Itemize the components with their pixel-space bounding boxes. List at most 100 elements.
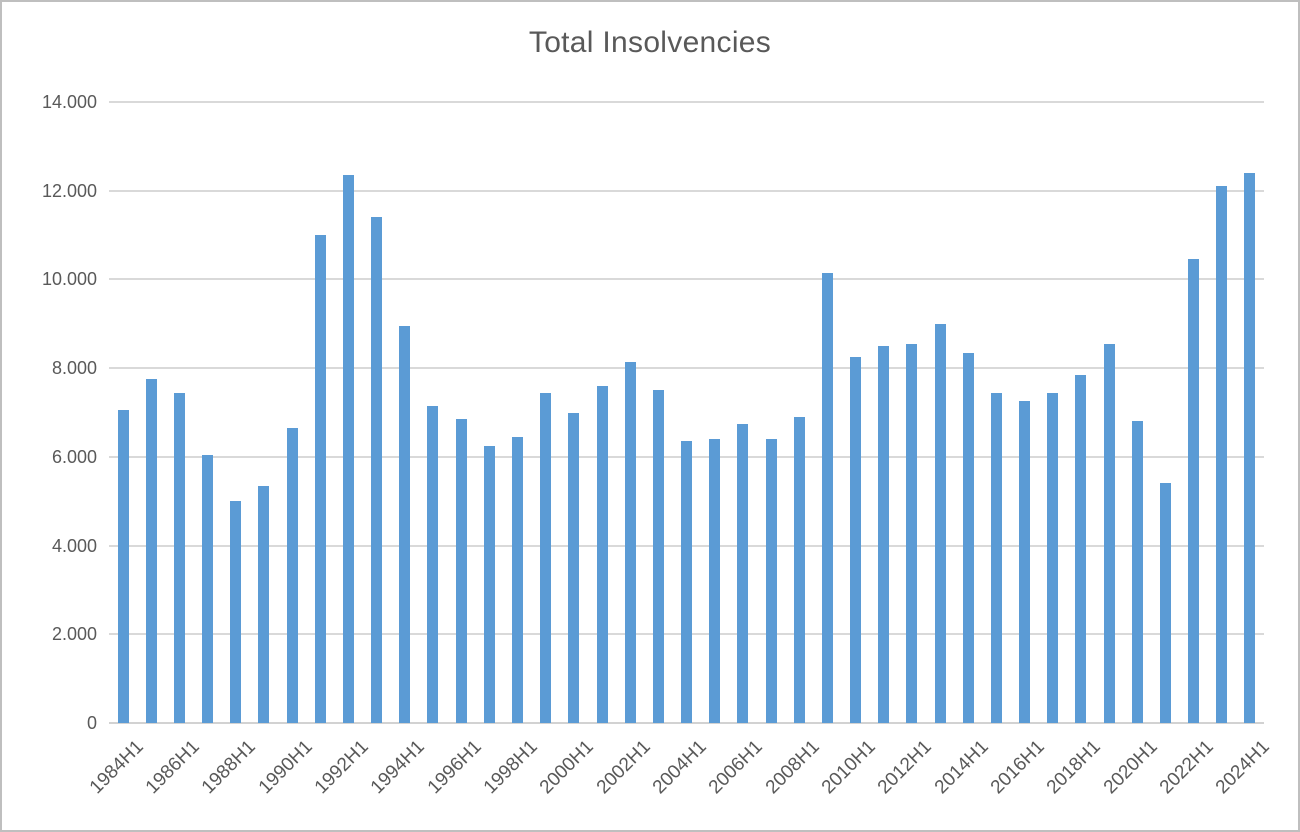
x-tick-label: 1994H1 xyxy=(367,736,429,799)
x-tick-label: 2022H1 xyxy=(1155,736,1218,799)
x-tick-label: 2014H1 xyxy=(930,736,993,799)
bar-cell xyxy=(644,102,672,723)
x-tick-label: 1992H1 xyxy=(310,736,373,799)
bar-cell xyxy=(475,102,503,723)
bar-2013H1 xyxy=(934,323,946,723)
bar-cell xyxy=(701,102,729,723)
plot-area xyxy=(109,101,1264,724)
bar-1987H1 xyxy=(202,454,214,723)
bar-2009H1 xyxy=(821,272,833,723)
bar-cell xyxy=(447,102,475,723)
bar-cell xyxy=(813,102,841,723)
bar-cell xyxy=(1067,102,1095,723)
bar-cell xyxy=(137,102,165,723)
bar-series xyxy=(109,102,1264,723)
bar-1993H1 xyxy=(371,217,383,723)
x-axis-line xyxy=(109,722,1264,724)
bar-2017H1 xyxy=(1047,392,1059,723)
bar-2024H1 xyxy=(1244,172,1256,723)
bar-1992H1 xyxy=(342,175,354,723)
bar-2012H1 xyxy=(906,343,918,723)
x-tick-label: 1988H1 xyxy=(198,736,260,799)
x-tick-label: 1986H1 xyxy=(141,736,204,799)
bar-1988H1 xyxy=(230,501,242,723)
y-tick-label: 12.000 xyxy=(41,180,97,201)
bar-cell xyxy=(194,102,222,723)
gridline xyxy=(109,189,1264,192)
bar-2006H1 xyxy=(737,423,749,723)
x-tick-label: 1998H1 xyxy=(479,736,542,799)
bar-1998H1 xyxy=(511,436,523,723)
bar-1984H1 xyxy=(117,410,129,723)
y-tick-label: 2.000 xyxy=(51,624,97,645)
bar-2015H1 xyxy=(990,392,1002,723)
y-tick-label: 10.000 xyxy=(41,269,97,290)
bar-2018H1 xyxy=(1075,374,1087,723)
bar-2007H1 xyxy=(765,439,777,723)
bar-1997H1 xyxy=(483,445,495,723)
y-tick-label: 8.000 xyxy=(51,358,97,379)
y-tick-label: 0 xyxy=(86,713,97,733)
bar-2008H1 xyxy=(793,416,805,723)
bar-cell xyxy=(954,102,982,723)
bar-cell xyxy=(1123,102,1151,723)
bar-cell xyxy=(1011,102,1039,723)
x-tick-label: 1984H1 xyxy=(85,736,148,799)
bar-2002H1 xyxy=(624,361,636,723)
y-tick-label: 14.000 xyxy=(41,92,97,112)
bar-2000H1 xyxy=(568,412,580,723)
y-axis-labels: 0 2.000 4.000 6.000 8.000 10.000 12.000 14.000 xyxy=(2,93,97,732)
gridline xyxy=(109,101,1264,103)
bar-cell xyxy=(165,102,193,723)
bar-cell xyxy=(982,102,1010,723)
bar-cell xyxy=(109,102,137,723)
x-tick-label: 2018H1 xyxy=(1043,736,1106,799)
bar-1986H1 xyxy=(173,392,185,723)
bar-cell xyxy=(222,102,250,723)
bar-1999H1 xyxy=(540,392,552,723)
bar-cell xyxy=(250,102,278,723)
bar-cell xyxy=(841,102,869,723)
bar-cell xyxy=(1236,102,1264,723)
bar-cell xyxy=(672,102,700,723)
gridline xyxy=(109,278,1264,281)
bar-cell xyxy=(334,102,362,723)
x-tick-label: 2002H1 xyxy=(592,736,655,799)
y-tick-label: 6.000 xyxy=(51,446,97,467)
bar-cell xyxy=(1208,102,1236,723)
bar-1985H1 xyxy=(145,379,157,723)
bar-cell xyxy=(419,102,447,723)
bar-cell xyxy=(588,102,616,723)
bar-2011H1 xyxy=(878,345,890,723)
gridline xyxy=(109,367,1264,370)
x-tick-label: 1990H1 xyxy=(254,736,317,799)
x-tick-label: 2024H1 xyxy=(1212,736,1275,799)
x-tick-label: 2006H1 xyxy=(705,736,767,799)
bar-2021H1 xyxy=(1159,483,1171,723)
bar-2014H1 xyxy=(962,352,974,723)
bar-cell xyxy=(391,102,419,723)
x-tick-label: 2020H1 xyxy=(1099,736,1162,799)
x-tick-label: 2008H1 xyxy=(761,736,824,799)
bar-cell xyxy=(1095,102,1123,723)
bar-cell xyxy=(926,102,954,723)
bar-2010H1 xyxy=(850,357,862,723)
bar-1994H1 xyxy=(399,326,411,723)
bar-cell xyxy=(1180,102,1208,723)
x-tick-label: 2004H1 xyxy=(648,736,711,799)
bar-cell xyxy=(1151,102,1179,723)
bar-cell xyxy=(729,102,757,723)
y-tick-label: 4.000 xyxy=(51,535,97,556)
x-tick-label: 2016H1 xyxy=(986,736,1049,799)
bar-2016H1 xyxy=(1019,401,1031,723)
bar-cell xyxy=(503,102,531,723)
x-tick-label: 2012H1 xyxy=(874,736,937,799)
bar-1995H1 xyxy=(427,405,439,723)
bar-2001H1 xyxy=(596,385,608,723)
bar-cell xyxy=(785,102,813,723)
bar-1990H1 xyxy=(286,428,298,723)
bar-2020H1 xyxy=(1131,421,1143,723)
x-tick-label: 2010H1 xyxy=(817,736,880,799)
bar-1991H1 xyxy=(314,235,326,723)
